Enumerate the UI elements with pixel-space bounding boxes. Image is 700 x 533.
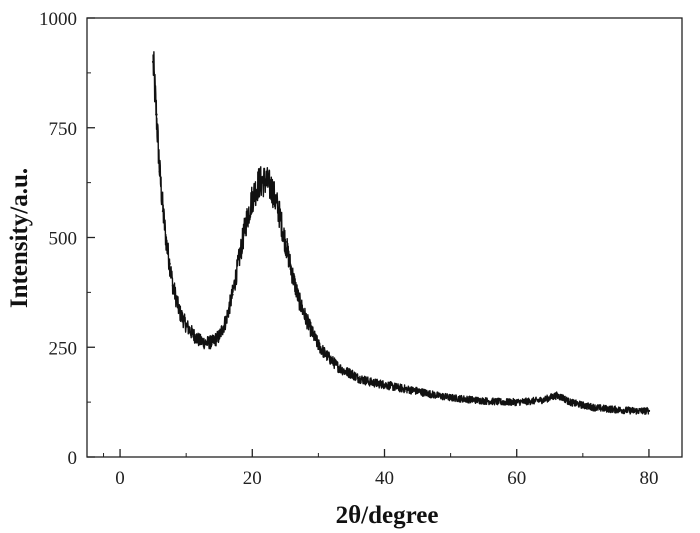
x-tick-label-40: 40 [375,468,394,489]
data-point [515,400,518,404]
axis-layer: 0 20 40 60 80 0 250 500 750 1000 [39,9,658,489]
y-tick-label-250: 250 [49,338,78,359]
data-point [568,400,571,404]
x-tick-label-60: 60 [507,468,526,489]
data-point [244,223,247,226]
data-layer [151,51,651,415]
data-point [171,284,175,287]
data-point [502,400,505,404]
data-point [264,179,267,182]
x-axis-label: 2θ/degree [336,502,439,529]
y-tick-label-750: 750 [49,119,78,140]
data-point [297,297,300,301]
data-point [555,394,558,397]
x-tick-label-80: 80 [639,468,658,489]
data-point [257,181,261,184]
data-point [541,398,545,402]
y-tick-label-1000: 1000 [39,9,77,30]
data-point [330,359,333,362]
data-point [482,399,485,403]
data-point [317,343,320,347]
data-point [191,332,194,336]
data-point [158,170,161,173]
plot-frame [86,17,683,458]
data-point [184,324,188,327]
data-point [218,335,221,338]
data-point [277,209,280,213]
data-point [310,330,313,334]
y-tick-label-0: 0 [68,448,78,469]
data-point [343,370,347,373]
data-point [165,240,168,244]
x-tick-label-0: 0 [115,468,125,489]
data-point [323,352,327,356]
series-line-0 [152,51,650,415]
data-point [251,196,254,200]
data-point [581,403,585,407]
data-point [237,258,241,261]
data-point [449,396,452,399]
data-point [224,319,228,323]
y-tick-label-500: 500 [49,229,78,250]
data-point [151,60,155,64]
data-point [647,409,651,413]
data-point [204,341,208,345]
data-point [614,408,618,411]
data-point [337,365,340,369]
data-point [383,383,386,386]
data-point [270,188,274,191]
data-point [290,271,294,274]
data-point [231,293,234,296]
data-point [161,209,165,213]
data-point [416,389,419,393]
data-point [396,386,399,389]
data-point [594,406,598,410]
data-point [178,310,181,314]
data-point [548,396,551,399]
data-point [634,409,637,413]
data-point [370,381,373,384]
data-point [211,340,214,344]
data-point [155,113,158,116]
data-point [350,372,353,375]
data-point [561,396,565,399]
y-axis-label: Intensity/a.u. [6,168,33,308]
data-point [436,394,439,397]
data-point [528,400,532,403]
data-point [356,376,360,380]
data-point [284,240,287,244]
x-tick-label-20: 20 [243,468,262,489]
plot-layer [86,17,683,458]
data-point [303,315,307,318]
data-point [168,262,171,266]
data-point [198,339,201,342]
